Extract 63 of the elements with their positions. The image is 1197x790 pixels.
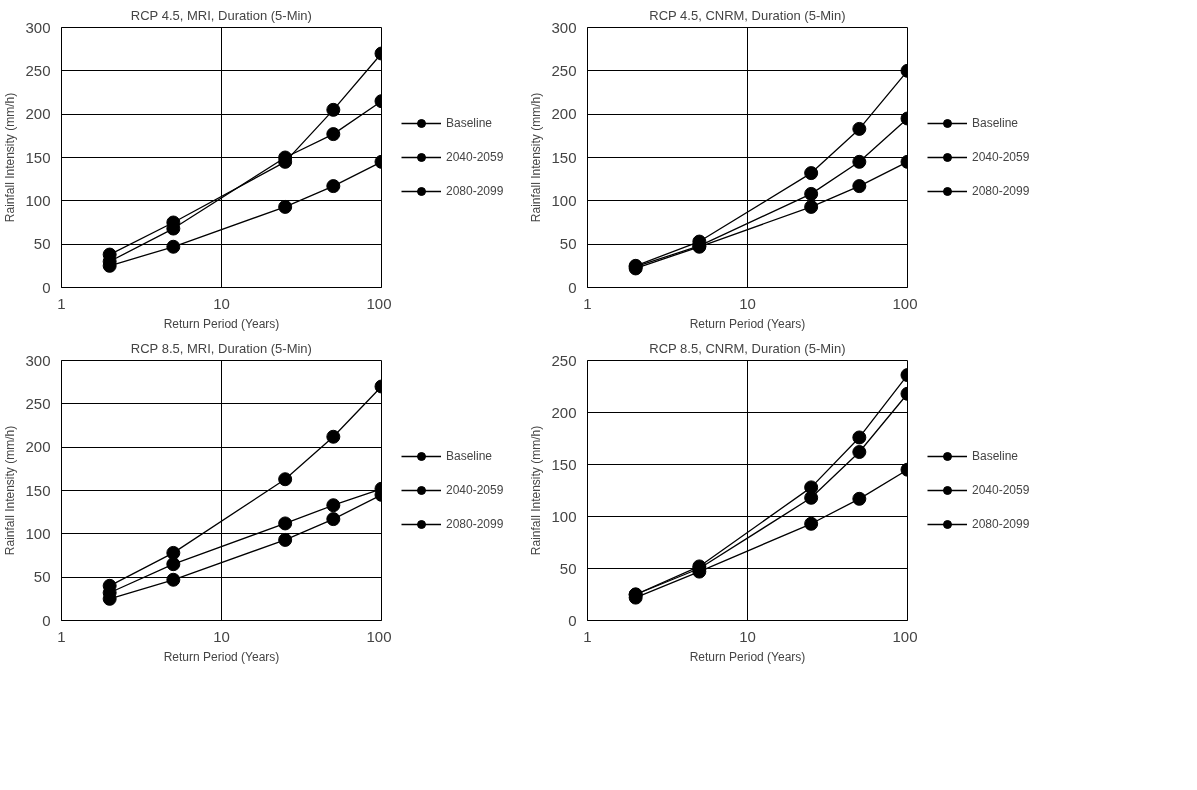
- legend-label: 2040-2059: [446, 483, 504, 497]
- y-axis-title: Rainfall Intensity (mm/h): [3, 425, 18, 556]
- y-tick-label: 150: [25, 148, 51, 166]
- x-tick-label: 1: [583, 294, 592, 312]
- x-tick-label: 10: [739, 627, 756, 645]
- x-tick-label: 100: [892, 294, 918, 312]
- y-tick-label: 0: [568, 611, 577, 629]
- y-tick-label: 300: [551, 18, 577, 36]
- y-axis-title: Rainfall Intensity (mm/h): [529, 425, 544, 556]
- chart-title: RCP 8.5, CNRM, Duration (5-Min): [649, 340, 846, 356]
- y-tick-label: 200: [551, 403, 577, 421]
- legend-label: Baseline: [972, 116, 1019, 130]
- x-tick-label: 1: [57, 294, 66, 312]
- y-tick-label: 250: [25, 61, 51, 79]
- y-tick-label: 50: [559, 235, 577, 253]
- y-tick-label: 300: [25, 351, 51, 369]
- y-axis-title: Rainfall Intensity (mm/h): [529, 92, 544, 223]
- y-tick-label: 200: [551, 105, 577, 123]
- legend-label: 2080-2099: [446, 517, 504, 531]
- x-tick-label: 10: [739, 294, 756, 312]
- x-tick-label: 10: [213, 627, 230, 645]
- x-tick-label: 100: [892, 627, 918, 645]
- y-tick-label: 100: [551, 191, 577, 209]
- x-axis-title: Return Period (Years): [689, 316, 806, 331]
- legend-label: 2080-2099: [972, 184, 1030, 198]
- legend-label: 2080-2099: [972, 517, 1030, 531]
- x-axis-title: Return Period (Years): [689, 649, 806, 664]
- y-tick-label: 50: [559, 559, 577, 577]
- y-tick-label: 100: [551, 507, 577, 525]
- legend-label: 2040-2059: [972, 483, 1030, 497]
- y-tick-label: 50: [33, 568, 51, 586]
- x-tick-label: 10: [213, 294, 230, 312]
- chart-title: RCP 8.5, MRI, Duration (5-Min): [130, 340, 312, 356]
- y-tick-label: 50: [33, 235, 51, 253]
- y-axis-title: Rainfall Intensity (mm/h): [3, 92, 18, 223]
- y-tick-label: 200: [25, 438, 51, 456]
- y-tick-label: 150: [551, 455, 577, 473]
- y-tick-label: 0: [568, 278, 577, 296]
- chart-title: RCP 4.5, CNRM, Duration (5-Min): [649, 7, 846, 23]
- chart-title: RCP 4.5, MRI, Duration (5-Min): [130, 7, 312, 23]
- y-tick-label: 100: [25, 524, 51, 542]
- y-tick-label: 0: [42, 278, 51, 296]
- x-tick-label: 100: [366, 627, 392, 645]
- y-tick-label: 100: [25, 191, 51, 209]
- y-tick-label: 200: [25, 105, 51, 123]
- y-tick-label: 150: [25, 481, 51, 499]
- x-tick-label: 100: [366, 294, 392, 312]
- legend-label: 2040-2059: [972, 150, 1030, 164]
- legend-label: Baseline: [446, 449, 493, 463]
- y-tick-label: 300: [25, 18, 51, 36]
- y-tick-label: 0: [42, 611, 51, 629]
- legend-label: 2040-2059: [446, 150, 504, 164]
- x-axis-title: Return Period (Years): [163, 316, 280, 331]
- legend-label: Baseline: [446, 116, 493, 130]
- y-tick-label: 150: [551, 148, 577, 166]
- x-tick-label: 1: [583, 627, 592, 645]
- y-tick-label: 250: [551, 351, 577, 369]
- x-axis-title: Return Period (Years): [163, 649, 280, 664]
- y-tick-label: 250: [551, 61, 577, 79]
- y-tick-label: 250: [25, 394, 51, 412]
- x-tick-label: 1: [57, 627, 66, 645]
- legend-label: 2080-2099: [446, 184, 504, 198]
- legend-label: Baseline: [972, 449, 1019, 463]
